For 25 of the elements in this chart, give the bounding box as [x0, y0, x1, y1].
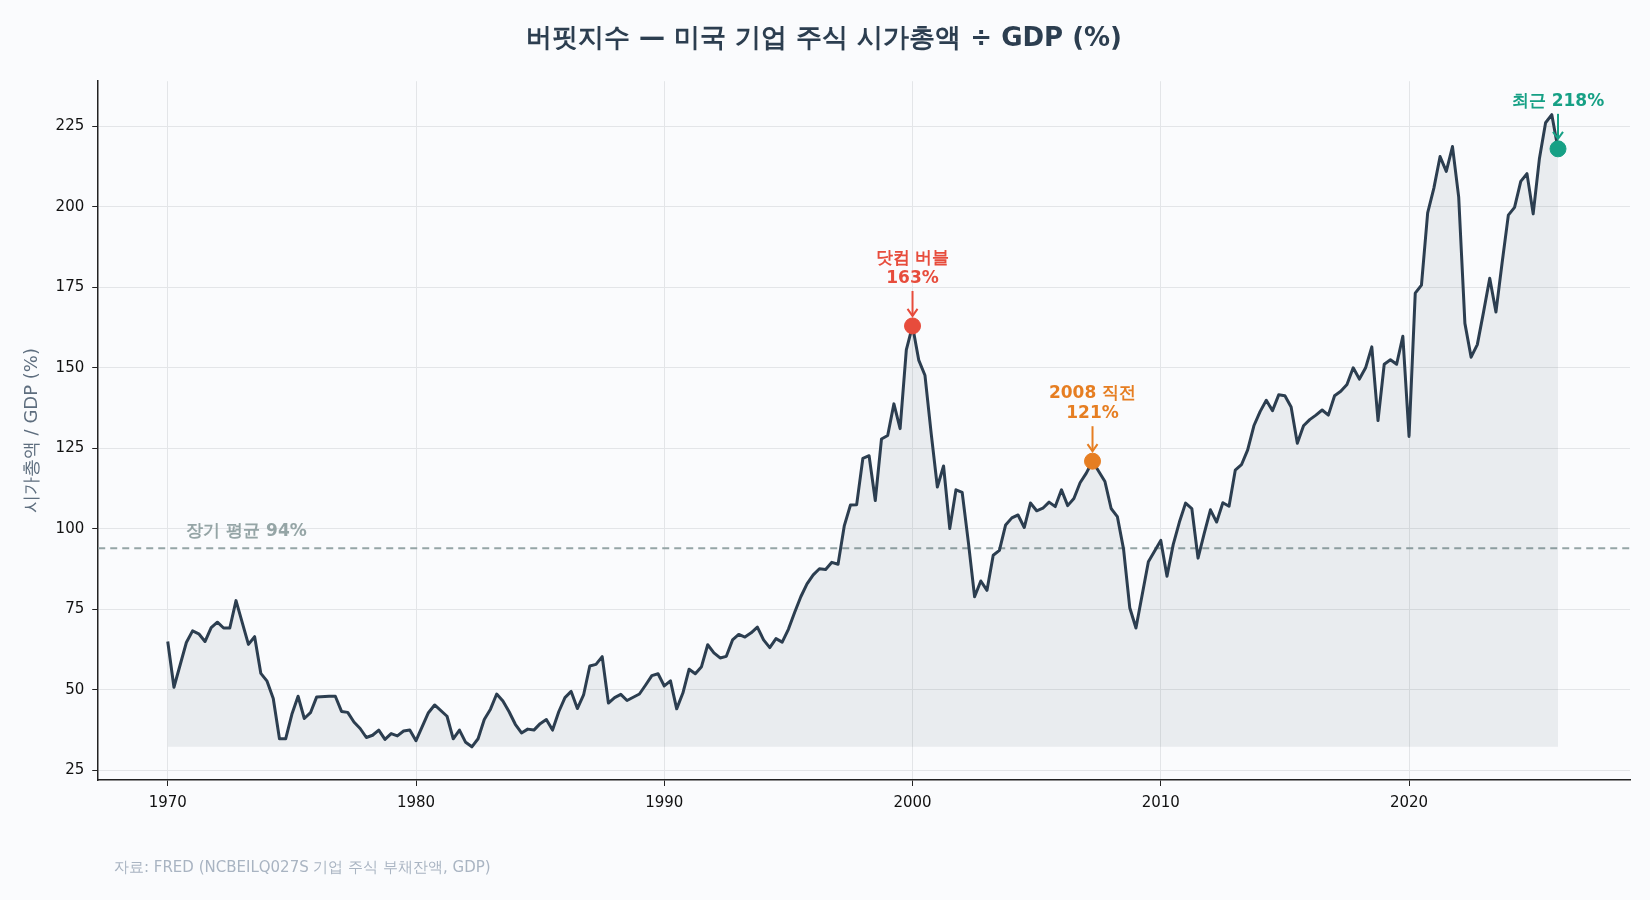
y-tick-label: 75 [65, 599, 85, 618]
x-tick-label: 1980 [396, 792, 436, 811]
ref-line-label: 장기 평균 94% [186, 520, 307, 541]
annotation: 닷컴 버블 163% [875, 246, 950, 287]
y-tick-label: 175 [55, 277, 85, 296]
x-tick-label: 2020 [1389, 792, 1429, 811]
y-tick-label: 225 [55, 116, 85, 135]
x-tick-label: 1970 [148, 792, 187, 811]
annotation: 최근 218% [1511, 89, 1605, 110]
y-tick-label: 150 [55, 357, 85, 376]
y-tick-label: 25 [65, 760, 85, 779]
x-tick-label: 2000 [893, 792, 932, 811]
chart-title: 버핏지수 — 미국 기업 주식 시가총액 ÷ GDP (%) [526, 22, 1122, 53]
annotation: 2008 직전 121% [1048, 382, 1137, 423]
point [1084, 452, 1102, 470]
point [1549, 140, 1567, 158]
x-tick-label: 2010 [1141, 792, 1180, 811]
y-tick-label: 50 [65, 679, 85, 698]
y-tick-label: 125 [55, 438, 85, 457]
y-tick-label: 200 [55, 196, 85, 215]
text: 자료: FRED (NCBEILQ027S 기업 주식 부채잔액, GDP) [114, 857, 491, 876]
point [904, 317, 922, 335]
y-tick-label: 100 [55, 518, 85, 537]
y-axis-title: 시가총액 / GDP (%) [20, 348, 42, 514]
x-tick-label: 1990 [645, 792, 684, 811]
